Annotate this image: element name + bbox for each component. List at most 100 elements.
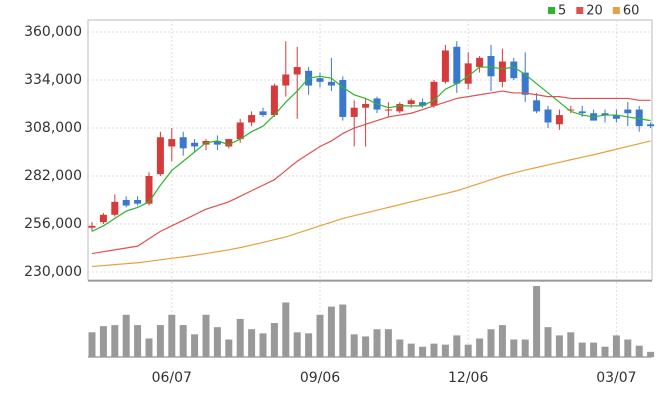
volume-bar <box>259 333 267 357</box>
volume-bar <box>612 335 620 357</box>
candle-body <box>612 115 620 119</box>
volume-bar <box>453 335 461 357</box>
volume-bar <box>168 314 176 357</box>
volume-bar <box>544 327 552 357</box>
volume-bar <box>464 344 472 357</box>
volume-bar <box>635 345 643 357</box>
volume-bar <box>476 338 484 357</box>
candle-body <box>327 81 335 86</box>
candle-body <box>430 81 438 106</box>
candle-body <box>179 137 187 149</box>
volume-bar <box>191 334 199 357</box>
volume-bar <box>236 318 244 357</box>
legend-swatch <box>548 7 555 14</box>
price-panel <box>87 19 653 281</box>
candle-body <box>236 122 244 140</box>
volume-bar <box>305 333 313 357</box>
volume-bar <box>647 351 655 357</box>
candle-body <box>441 50 449 82</box>
candle-body <box>635 109 643 127</box>
candle-body <box>156 137 164 175</box>
volume-bar <box>430 343 438 357</box>
candle-body <box>476 57 484 68</box>
candle-body <box>111 201 119 215</box>
volume-bar <box>339 304 347 357</box>
legend-label: 60 <box>623 4 640 19</box>
x-tick-label: 06/07 <box>152 370 192 386</box>
volume-bar <box>179 325 187 357</box>
candle-body <box>88 225 96 228</box>
volume-bar <box>384 329 392 357</box>
volume-bar <box>567 332 575 357</box>
volume-bar <box>555 335 563 357</box>
candle-body <box>396 104 404 112</box>
candle-body <box>350 107 358 117</box>
legend-swatch <box>612 7 620 14</box>
volume-bar <box>293 332 301 357</box>
volume-bar <box>156 325 164 357</box>
volume-bar <box>248 329 256 357</box>
volume-bar <box>373 329 381 357</box>
volume-bar <box>327 306 335 357</box>
x-tick-label: 12/06 <box>448 370 488 386</box>
volume-bar <box>533 286 541 357</box>
y-tick-label: 334,000 <box>24 72 82 88</box>
candle-body <box>362 104 370 108</box>
candle-body <box>464 63 472 84</box>
volume-bar <box>590 342 598 357</box>
volume-bar <box>419 346 427 357</box>
y-tick-label: 308,000 <box>24 120 82 136</box>
candle-body <box>339 80 347 117</box>
candle-body <box>225 139 233 147</box>
volume-bar <box>213 327 221 357</box>
candle-body <box>259 111 267 116</box>
candle-body <box>647 124 655 127</box>
candle-body <box>521 72 529 95</box>
volume-bar <box>99 326 107 357</box>
candle-body <box>145 176 153 204</box>
ma-line <box>91 66 651 232</box>
legend-swatch <box>576 7 584 14</box>
candle-body <box>567 109 575 111</box>
volume-bar <box>202 314 210 357</box>
candle-body <box>99 214 107 223</box>
candle-body <box>270 85 278 116</box>
volume-bar <box>270 323 278 357</box>
volume-bar <box>396 339 404 357</box>
volume-bar <box>350 334 358 357</box>
x-tick-label: 09/06 <box>300 370 340 386</box>
volume-bar <box>362 336 370 357</box>
volume-bar <box>225 339 233 357</box>
candle-body <box>544 109 552 123</box>
volume-bar <box>122 314 130 357</box>
y-tick-label: 360,000 <box>24 24 82 40</box>
candle-body <box>555 115 563 125</box>
y-tick-label: 282,000 <box>24 168 82 184</box>
volume-bar <box>316 314 324 357</box>
ma-line <box>91 140 651 268</box>
candle-body <box>601 113 609 116</box>
volume-bar <box>521 339 529 357</box>
volume-bar <box>111 325 119 357</box>
ma-line <box>91 90 651 255</box>
candle-body <box>293 67 301 75</box>
volume-bar <box>145 338 153 357</box>
candle-body <box>453 46 461 84</box>
volume-bar <box>498 325 506 357</box>
x-tick-label: 03/07 <box>596 370 636 386</box>
candle-body <box>533 100 541 112</box>
candle-body <box>384 109 392 111</box>
legend-label: 5 <box>558 4 566 19</box>
candle-body <box>419 102 427 106</box>
candle-body <box>134 200 142 204</box>
candle-body <box>510 61 518 79</box>
volume-bar <box>407 343 415 357</box>
candle-body <box>624 109 632 114</box>
candle-body <box>578 111 586 114</box>
candle-body <box>407 100 415 104</box>
volume-bar <box>578 342 586 357</box>
volume-bar <box>441 344 449 357</box>
volume-bar <box>88 332 96 357</box>
candle-body <box>168 139 176 147</box>
